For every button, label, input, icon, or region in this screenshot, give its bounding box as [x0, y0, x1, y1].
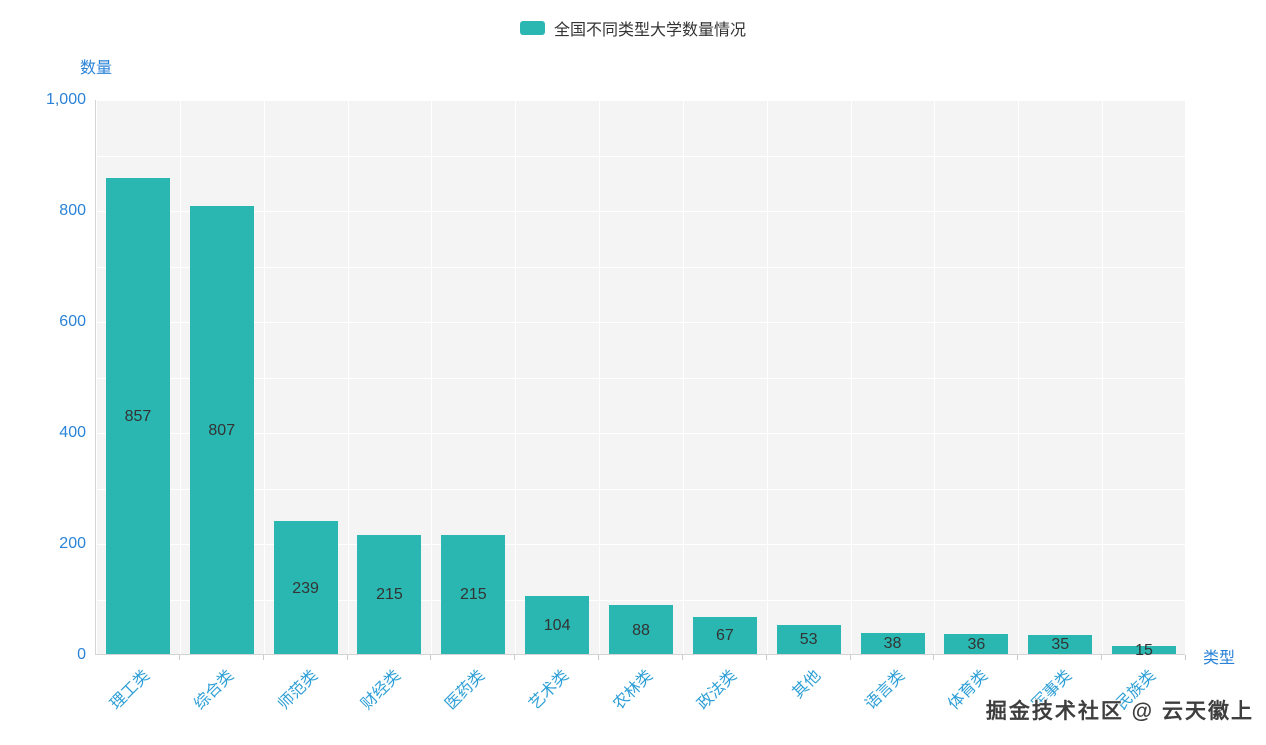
- gridline-vertical: [599, 100, 601, 654]
- y-tick-label: 800: [59, 202, 86, 219]
- gridline-horizontal: [96, 322, 1185, 323]
- gridline-vertical: [1102, 100, 1104, 654]
- y-tick-label: 200: [59, 535, 86, 552]
- gridline-vertical: [1018, 100, 1020, 654]
- bar-value-label: 215: [376, 586, 403, 604]
- bar-value-label: 53: [799, 631, 818, 649]
- gridline-horizontal: [96, 377, 1185, 379]
- bar[interactable]: [273, 521, 338, 654]
- x-category-label: 农林类: [610, 667, 657, 714]
- bar-value-label: 857: [124, 408, 152, 426]
- x-axis-tick: [430, 655, 432, 660]
- gridline-horizontal: [96, 211, 1185, 212]
- bar-value-label: 807: [208, 422, 236, 440]
- bar-value-label: 35: [1051, 636, 1070, 654]
- bar[interactable]: [1112, 645, 1177, 654]
- x-axis-tick: [598, 655, 600, 660]
- gridline-horizontal: [96, 266, 1185, 268]
- gridline-vertical: [347, 100, 349, 654]
- bar[interactable]: [441, 534, 506, 654]
- y-tick-label: 0: [77, 646, 86, 663]
- x-category-label: 医药类: [442, 667, 489, 714]
- x-axis-tick: [933, 655, 935, 660]
- bar[interactable]: [105, 178, 170, 654]
- gridline-vertical: [96, 100, 97, 654]
- legend-swatch-icon: [519, 21, 545, 35]
- gridline-horizontal: [96, 155, 1185, 157]
- bar[interactable]: [692, 616, 757, 654]
- bar-value-label: 239: [292, 579, 319, 597]
- gridline-horizontal: [96, 488, 1185, 490]
- x-axis-tick: [1017, 655, 1019, 660]
- x-category-label: 理工类: [107, 667, 154, 714]
- gridline-horizontal: [96, 544, 1185, 545]
- gridline-horizontal: [96, 599, 1185, 601]
- gridline-vertical: [431, 100, 433, 654]
- x-category-label: 体育类: [945, 667, 992, 714]
- bar[interactable]: [860, 632, 925, 654]
- gridline-vertical: [515, 100, 517, 654]
- x-category-label: 语言类: [861, 667, 908, 714]
- x-axis-tick: [849, 655, 851, 660]
- y-tick-label: 400: [59, 424, 86, 441]
- bar[interactable]: [189, 206, 254, 654]
- gridline-vertical: [1185, 100, 1186, 654]
- x-axis-tick: [1101, 655, 1103, 660]
- x-category-label: 艺术类: [526, 667, 573, 714]
- bar-value-label: 67: [715, 627, 734, 645]
- x-axis-tick: [681, 655, 683, 660]
- gridline-vertical: [682, 100, 684, 654]
- x-axis-tick: [1185, 655, 1186, 660]
- bar-value-label: 15: [1135, 641, 1153, 659]
- plot-area: 857 807 239 215 215 104 88 67 53 38 36 35 15: [95, 100, 1186, 659]
- gridline-vertical: [263, 100, 265, 654]
- bar[interactable]: [357, 534, 422, 654]
- x-axis-tick: [178, 655, 180, 660]
- bar-value-label: 38: [883, 635, 902, 653]
- gridline-vertical: [179, 100, 181, 654]
- x-category-label: 师范类: [274, 667, 321, 714]
- bar[interactable]: [944, 634, 1009, 654]
- gridline-vertical: [766, 100, 768, 654]
- gridline-vertical: [850, 100, 852, 654]
- x-axis-tick: [514, 655, 516, 660]
- legend-item[interactable]: 全国不同类型大学数量情况: [0, 16, 1266, 40]
- x-axis-title: 类型: [1203, 650, 1236, 667]
- y-tick-label: 600: [59, 313, 86, 330]
- y-tick-label: 1,000: [45, 91, 86, 108]
- bar[interactable]: [609, 605, 673, 654]
- bar[interactable]: [525, 596, 590, 654]
- bar-value-label: 36: [967, 636, 986, 653]
- x-category-label: 财经类: [358, 667, 405, 714]
- y-axis-title: 数量: [80, 60, 113, 77]
- x-axis-tick: [765, 655, 767, 660]
- x-category-label: 政法类: [694, 667, 741, 714]
- bar[interactable]: [776, 624, 841, 654]
- bar-value-label: 88: [632, 621, 650, 639]
- watermark: 掘金技术社区 @ 云天徽上: [985, 700, 1254, 723]
- x-axis-tick: [346, 655, 348, 660]
- gridline-vertical: [934, 100, 936, 654]
- gridline-horizontal: [96, 100, 1185, 101]
- x-category-label: 其他: [789, 667, 824, 702]
- gridline-horizontal: [96, 433, 1185, 434]
- bar-value-label: 104: [543, 617, 571, 635]
- bar-value-label: 215: [459, 586, 487, 604]
- x-axis-tick: [262, 655, 264, 660]
- x-category-label: 综合类: [191, 667, 238, 714]
- bar[interactable]: [1028, 634, 1093, 654]
- legend-label: 全国不同类型大学数量情况: [553, 22, 746, 39]
